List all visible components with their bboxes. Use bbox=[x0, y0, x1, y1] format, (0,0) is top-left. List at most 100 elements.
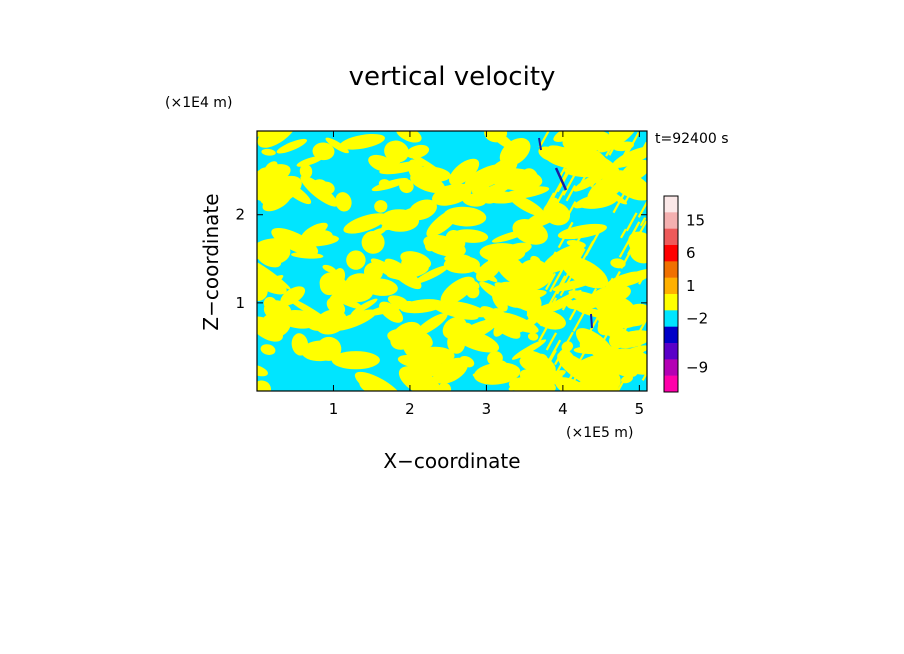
field-patch bbox=[494, 282, 526, 304]
field-patch bbox=[490, 131, 515, 150]
field-patch bbox=[387, 328, 432, 348]
field-patch bbox=[511, 339, 547, 360]
colorbar-swatch bbox=[664, 277, 678, 295]
field-streak bbox=[538, 311, 557, 342]
field-patch bbox=[385, 211, 405, 230]
field-patch bbox=[387, 295, 408, 308]
field-patch bbox=[301, 222, 328, 240]
field-streak bbox=[540, 251, 557, 279]
field-streak bbox=[565, 184, 577, 202]
field-streak bbox=[549, 346, 572, 385]
field-streak bbox=[556, 272, 570, 295]
field-patch bbox=[473, 362, 521, 385]
field-streak bbox=[574, 248, 586, 267]
colorbar-label: −2 bbox=[686, 310, 708, 328]
field-streak bbox=[629, 329, 647, 364]
field-streak bbox=[641, 353, 647, 366]
field-patch bbox=[437, 382, 452, 391]
field-streak bbox=[559, 262, 580, 297]
field-patch bbox=[496, 257, 538, 290]
field-patch bbox=[410, 172, 446, 193]
field-patch bbox=[257, 179, 287, 203]
field-streak bbox=[581, 288, 598, 314]
field-streak bbox=[627, 220, 647, 256]
field-patch bbox=[263, 296, 278, 311]
field-patch bbox=[257, 259, 291, 290]
plot-frame bbox=[256, 130, 648, 392]
field-patch bbox=[521, 204, 560, 234]
field-streak bbox=[601, 327, 612, 343]
field-streak bbox=[618, 221, 641, 258]
field-patch bbox=[406, 144, 430, 159]
x-scale-label: (×1E5 m) bbox=[566, 425, 633, 441]
field-patch bbox=[343, 213, 387, 234]
field-streak bbox=[606, 354, 627, 389]
field-streak bbox=[557, 221, 574, 249]
field-streak bbox=[538, 131, 550, 148]
field-streak bbox=[620, 228, 627, 239]
field-streak bbox=[539, 297, 558, 327]
field-patch bbox=[371, 178, 409, 192]
field-streak bbox=[625, 212, 638, 232]
field-streak bbox=[562, 175, 576, 196]
colorbar-swatch bbox=[664, 196, 678, 213]
field-patch bbox=[527, 332, 539, 341]
field-streak bbox=[566, 131, 576, 143]
field-patch bbox=[327, 282, 357, 307]
field-streak bbox=[581, 160, 591, 176]
field-patch bbox=[426, 208, 461, 237]
field-patch bbox=[515, 179, 526, 187]
colorbar-frame bbox=[663, 195, 679, 393]
y-axis: 12 bbox=[235, 206, 647, 312]
field-patch bbox=[335, 192, 352, 212]
field-patch bbox=[319, 181, 335, 195]
field-patch bbox=[354, 371, 403, 391]
field-patch bbox=[443, 300, 489, 318]
field-streak bbox=[616, 131, 619, 132]
field-patch bbox=[346, 273, 375, 292]
field-patch bbox=[368, 154, 395, 172]
strong-downdraft-streak bbox=[538, 137, 542, 151]
field-patch bbox=[316, 336, 342, 361]
field-patch bbox=[346, 250, 366, 270]
field-patch bbox=[629, 246, 647, 264]
colorbar-label: 15 bbox=[686, 212, 705, 230]
field-patch bbox=[433, 357, 468, 384]
colorbar-swatch bbox=[664, 310, 678, 327]
field-patch bbox=[538, 146, 560, 162]
field-streak bbox=[572, 226, 581, 240]
colorbar-swatch bbox=[664, 228, 678, 246]
field-streak bbox=[545, 192, 555, 208]
field-streak bbox=[638, 267, 647, 285]
field-patch bbox=[561, 256, 609, 289]
field-patch bbox=[325, 137, 349, 154]
field-streak bbox=[615, 323, 630, 346]
field-patch bbox=[512, 219, 548, 245]
field-patch bbox=[597, 131, 638, 153]
strong-downdraft-streak bbox=[590, 313, 593, 329]
colorbar-swatch bbox=[664, 261, 678, 278]
field-patch bbox=[257, 267, 287, 295]
field-patch bbox=[379, 301, 404, 323]
field-streak bbox=[620, 131, 628, 141]
field-patch bbox=[260, 344, 276, 355]
colorbar: 15 6 1 −2 −9 bbox=[663, 195, 708, 393]
field-patch bbox=[368, 227, 386, 238]
field-patch bbox=[464, 163, 510, 191]
strong-downdraft-streak bbox=[554, 167, 568, 191]
field-patch bbox=[280, 286, 306, 306]
field-streak bbox=[631, 174, 641, 189]
field-patch bbox=[492, 291, 508, 312]
field-streak bbox=[611, 279, 629, 309]
field-patch bbox=[257, 238, 291, 247]
field-patch bbox=[359, 379, 377, 391]
field-patch bbox=[398, 366, 441, 391]
field-streak bbox=[610, 291, 628, 320]
field-streak bbox=[612, 348, 624, 367]
field-streak bbox=[573, 150, 588, 175]
velocity-field bbox=[257, 131, 647, 391]
colorbar-label: 1 bbox=[686, 277, 696, 295]
field-patch bbox=[361, 230, 385, 254]
colorbar-swatch bbox=[664, 212, 678, 229]
